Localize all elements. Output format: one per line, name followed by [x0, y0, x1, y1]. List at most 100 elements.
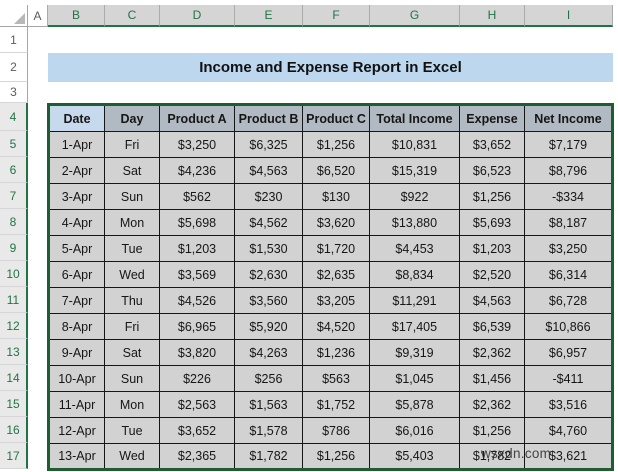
- table-cell[interactable]: $6,965: [159, 313, 235, 340]
- table-header-cell-expense[interactable]: Expense: [459, 104, 525, 132]
- row-header-3[interactable]: 3: [0, 82, 28, 103]
- row-header-15[interactable]: 15: [0, 391, 28, 417]
- table-cell[interactable]: 3-Apr: [48, 183, 105, 210]
- table-cell[interactable]: $5,403: [369, 443, 460, 470]
- row-header-14[interactable]: 14: [0, 365, 28, 391]
- table-header-cell-net-income[interactable]: Net Income: [524, 104, 613, 132]
- table-cell[interactable]: $1,530: [234, 235, 303, 262]
- table-cell[interactable]: $1,782: [234, 443, 303, 470]
- table-cell[interactable]: 8-Apr: [48, 313, 105, 340]
- table-cell[interactable]: Fri: [104, 313, 160, 340]
- table-cell[interactable]: $6,728: [524, 287, 613, 314]
- table-cell[interactable]: $8,796: [524, 157, 613, 184]
- table-cell[interactable]: Tue: [104, 417, 160, 444]
- row-header-6[interactable]: 6: [0, 157, 28, 183]
- column-header-I[interactable]: I: [525, 5, 613, 27]
- table-cell[interactable]: Mon: [104, 209, 160, 236]
- table-cell[interactable]: $3,621: [524, 443, 613, 470]
- table-cell[interactable]: 7-Apr: [48, 287, 105, 314]
- table-cell[interactable]: $1,045: [369, 365, 460, 392]
- column-header-A[interactable]: A: [28, 5, 48, 27]
- table-cell[interactable]: -$411: [524, 365, 613, 392]
- table-cell[interactable]: $2,635: [302, 261, 370, 288]
- table-cell[interactable]: 2-Apr: [48, 157, 105, 184]
- table-cell[interactable]: $6,016: [369, 417, 460, 444]
- row-header-17[interactable]: 17: [0, 443, 28, 469]
- table-cell[interactable]: Sat: [104, 157, 160, 184]
- row-header-5[interactable]: 5: [0, 131, 28, 157]
- table-cell[interactable]: $2,362: [459, 339, 525, 366]
- row-header-10[interactable]: 10: [0, 261, 28, 287]
- table-cell[interactable]: $7,179: [524, 131, 613, 158]
- table-cell[interactable]: $5,920: [234, 313, 303, 340]
- table-cell[interactable]: $17,405: [369, 313, 460, 340]
- row-header-7[interactable]: 7: [0, 183, 28, 209]
- table-cell[interactable]: Sun: [104, 365, 160, 392]
- table-cell[interactable]: Thu: [104, 287, 160, 314]
- table-cell[interactable]: 4-Apr: [48, 209, 105, 236]
- table-cell[interactable]: $922: [369, 183, 460, 210]
- table-cell[interactable]: $15,319: [369, 157, 460, 184]
- table-cell[interactable]: $4,236: [159, 157, 235, 184]
- table-cell[interactable]: Wed: [104, 261, 160, 288]
- table-cell[interactable]: $5,693: [459, 209, 525, 236]
- column-header-H[interactable]: H: [460, 5, 525, 27]
- table-cell[interactable]: $2,362: [459, 391, 525, 418]
- row-header-16[interactable]: 16: [0, 417, 28, 443]
- table-header-cell-day[interactable]: Day: [104, 104, 160, 132]
- table-cell[interactable]: $6,957: [524, 339, 613, 366]
- table-cell[interactable]: $1,782: [459, 443, 525, 470]
- table-header-cell-date[interactable]: Date: [48, 104, 105, 132]
- row-header-13[interactable]: 13: [0, 339, 28, 365]
- table-cell[interactable]: $4,562: [234, 209, 303, 236]
- select-all-corner[interactable]: [0, 5, 28, 27]
- table-cell[interactable]: 12-Apr: [48, 417, 105, 444]
- table-cell[interactable]: $10,866: [524, 313, 613, 340]
- table-cell[interactable]: $4,563: [234, 157, 303, 184]
- table-cell[interactable]: $4,563: [459, 287, 525, 314]
- table-cell[interactable]: $1,236: [302, 339, 370, 366]
- table-cell[interactable]: Mon: [104, 391, 160, 418]
- column-header-D[interactable]: D: [160, 5, 235, 27]
- table-cell[interactable]: $6,523: [459, 157, 525, 184]
- table-cell[interactable]: $4,760: [524, 417, 613, 444]
- table-cell[interactable]: $226: [159, 365, 235, 392]
- table-cell[interactable]: $562: [159, 183, 235, 210]
- table-cell[interactable]: $6,325: [234, 131, 303, 158]
- table-cell[interactable]: $1,256: [459, 183, 525, 210]
- row-header-11[interactable]: 11: [0, 287, 28, 313]
- table-header-cell-product-c[interactable]: Product C: [302, 104, 370, 132]
- row-header-12[interactable]: 12: [0, 313, 28, 339]
- table-cell[interactable]: Wed: [104, 443, 160, 470]
- table-cell[interactable]: Fri: [104, 131, 160, 158]
- column-header-C[interactable]: C: [105, 5, 160, 27]
- table-header-cell-product-b[interactable]: Product B: [234, 104, 303, 132]
- table-cell[interactable]: Sat: [104, 339, 160, 366]
- column-header-E[interactable]: E: [235, 5, 303, 27]
- table-cell[interactable]: $11,291: [369, 287, 460, 314]
- table-cell[interactable]: $3,560: [234, 287, 303, 314]
- column-header-F[interactable]: F: [303, 5, 370, 27]
- table-cell[interactable]: $1,203: [459, 235, 525, 262]
- table-cell[interactable]: $4,263: [234, 339, 303, 366]
- table-cell[interactable]: $8,834: [369, 261, 460, 288]
- table-cell[interactable]: $2,520: [459, 261, 525, 288]
- table-cell[interactable]: Sun: [104, 183, 160, 210]
- table-cell[interactable]: $9,319: [369, 339, 460, 366]
- row-header-1[interactable]: 1: [0, 27, 28, 53]
- table-cell[interactable]: $3,205: [302, 287, 370, 314]
- table-cell[interactable]: 9-Apr: [48, 339, 105, 366]
- table-cell[interactable]: $3,569: [159, 261, 235, 288]
- table-cell[interactable]: $130: [302, 183, 370, 210]
- table-cell[interactable]: 5-Apr: [48, 235, 105, 262]
- table-cell[interactable]: $10,831: [369, 131, 460, 158]
- table-cell[interactable]: $2,630: [234, 261, 303, 288]
- table-cell[interactable]: -$334: [524, 183, 613, 210]
- table-cell[interactable]: 1-Apr: [48, 131, 105, 158]
- column-header-B[interactable]: B: [48, 5, 105, 27]
- table-cell[interactable]: $6,539: [459, 313, 525, 340]
- report-title-cell[interactable]: Income and Expense Report in Excel: [48, 53, 613, 82]
- column-header-G[interactable]: G: [370, 5, 460, 27]
- table-cell[interactable]: Tue: [104, 235, 160, 262]
- table-cell[interactable]: $1,563: [234, 391, 303, 418]
